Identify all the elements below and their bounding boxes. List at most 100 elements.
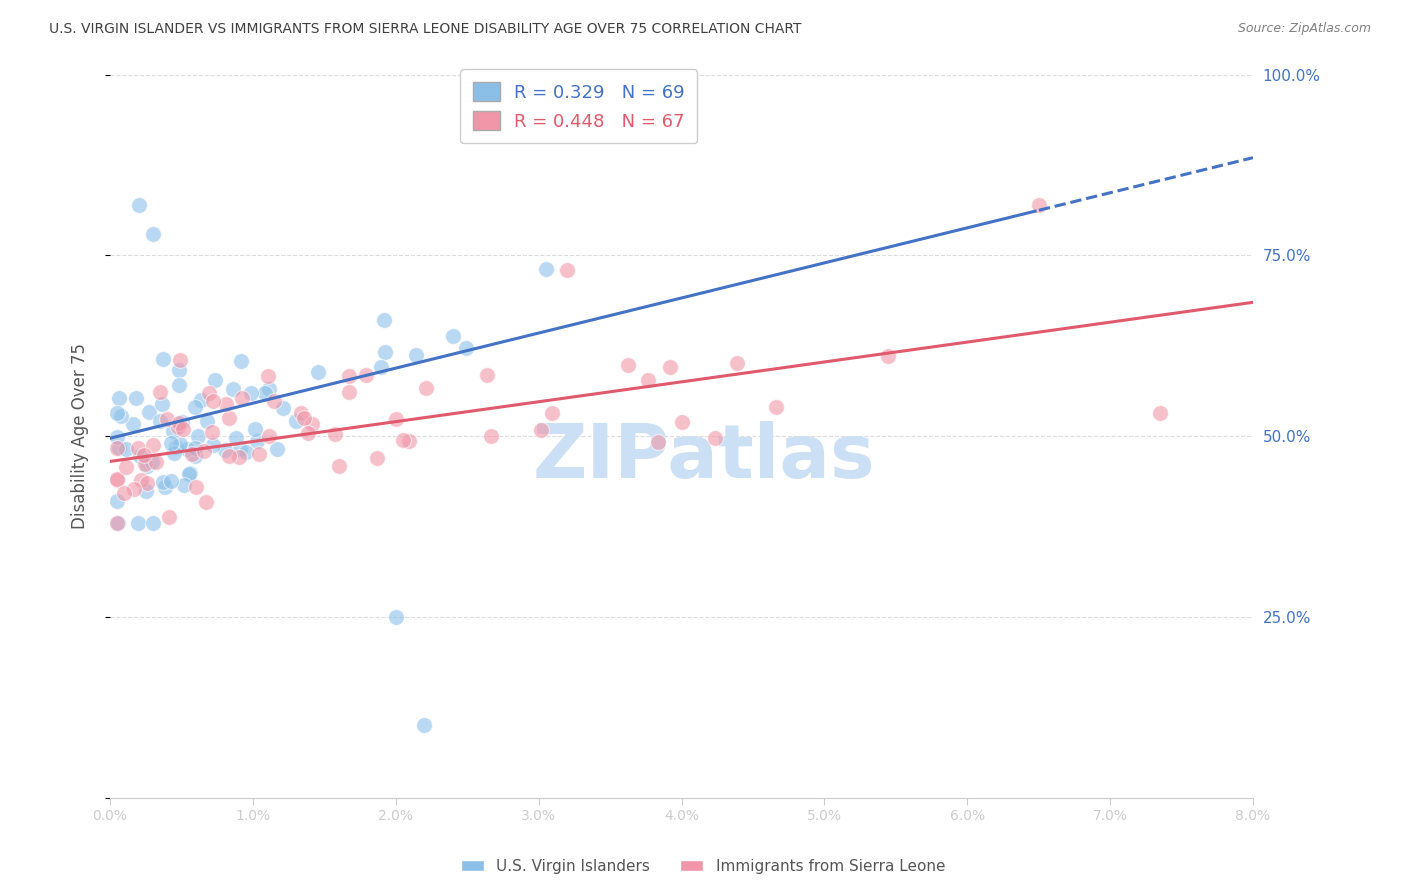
Point <box>129 449 152 463</box>
Point <box>179 467 201 482</box>
Point <box>240 386 263 401</box>
Point <box>257 383 280 397</box>
Point <box>877 349 900 363</box>
Point <box>167 378 190 392</box>
Point <box>366 450 388 465</box>
Point <box>263 394 285 409</box>
Point <box>179 466 201 480</box>
Text: ZIPatlas: ZIPatlas <box>533 421 876 494</box>
Point <box>266 442 288 457</box>
Point <box>128 197 150 211</box>
Point <box>138 405 160 419</box>
Point <box>413 718 436 732</box>
Point <box>129 474 152 488</box>
Point <box>124 482 146 496</box>
Point <box>540 406 562 420</box>
Point <box>253 386 276 401</box>
Point <box>115 442 138 457</box>
Point <box>150 396 173 410</box>
Point <box>323 427 346 442</box>
Point <box>555 262 578 277</box>
Legend: R = 0.329   N = 69, R = 0.448   N = 67: R = 0.329 N = 69, R = 0.448 N = 67 <box>460 69 697 144</box>
Point <box>172 415 194 429</box>
Point <box>271 401 294 415</box>
Point <box>218 449 240 463</box>
Point <box>136 475 159 490</box>
Point <box>231 391 253 405</box>
Point <box>162 424 184 438</box>
Point <box>229 442 252 457</box>
Point <box>337 368 360 383</box>
Point <box>183 441 205 455</box>
Point <box>105 472 128 486</box>
Point <box>169 352 191 367</box>
Point <box>173 477 195 491</box>
Point <box>112 485 135 500</box>
Point <box>765 400 787 414</box>
Point <box>136 458 159 473</box>
Point <box>193 444 215 458</box>
Point <box>218 411 240 425</box>
Point <box>105 516 128 530</box>
Point <box>328 459 350 474</box>
Point <box>180 447 202 461</box>
Point <box>256 369 278 384</box>
Point <box>105 405 128 419</box>
Point <box>160 475 183 489</box>
Point <box>108 391 131 405</box>
Point <box>125 391 148 405</box>
Point <box>187 429 209 443</box>
Point <box>127 516 149 530</box>
Point <box>385 610 408 624</box>
Point <box>176 442 198 456</box>
Point <box>153 480 176 494</box>
Point <box>162 446 184 460</box>
Point <box>167 419 190 434</box>
Point <box>292 411 315 425</box>
Point <box>301 417 323 431</box>
Point <box>201 425 224 440</box>
Point <box>105 473 128 487</box>
Legend: U.S. Virgin Islanders, Immigrants from Sierra Leone: U.S. Virgin Islanders, Immigrants from S… <box>454 853 952 880</box>
Point <box>134 448 156 462</box>
Point <box>134 457 156 471</box>
Point <box>373 313 395 327</box>
Point <box>647 434 669 449</box>
Point <box>152 475 174 489</box>
Point <box>160 436 183 450</box>
Point <box>107 442 129 456</box>
Point <box>617 358 640 372</box>
Point <box>398 434 420 448</box>
Point <box>172 422 194 436</box>
Point <box>141 455 163 469</box>
Point <box>121 417 143 431</box>
Point <box>195 414 218 428</box>
Point <box>184 449 207 463</box>
Point <box>152 351 174 366</box>
Point <box>142 516 165 530</box>
Point <box>385 412 408 426</box>
Point <box>454 341 477 355</box>
Point <box>105 494 128 508</box>
Point <box>190 393 212 408</box>
Point <box>135 484 157 499</box>
Point <box>370 360 392 375</box>
Point <box>204 373 226 387</box>
Point <box>149 385 172 400</box>
Point <box>441 328 464 343</box>
Point <box>186 480 208 494</box>
Point <box>105 441 128 455</box>
Point <box>354 368 377 383</box>
Point <box>477 368 499 383</box>
Text: Source: ZipAtlas.com: Source: ZipAtlas.com <box>1237 22 1371 36</box>
Point <box>704 431 727 445</box>
Point <box>110 409 132 423</box>
Point <box>202 394 225 409</box>
Y-axis label: Disability Age Over 75: Disability Age Over 75 <box>72 343 89 529</box>
Point <box>405 348 427 362</box>
Point <box>105 430 128 444</box>
Point <box>307 365 329 379</box>
Point <box>184 401 207 415</box>
Text: U.S. VIRGIN ISLANDER VS IMMIGRANTS FROM SIERRA LEONE DISABILITY AGE OVER 75 CORR: U.S. VIRGIN ISLANDER VS IMMIGRANTS FROM … <box>49 22 801 37</box>
Point <box>235 445 257 459</box>
